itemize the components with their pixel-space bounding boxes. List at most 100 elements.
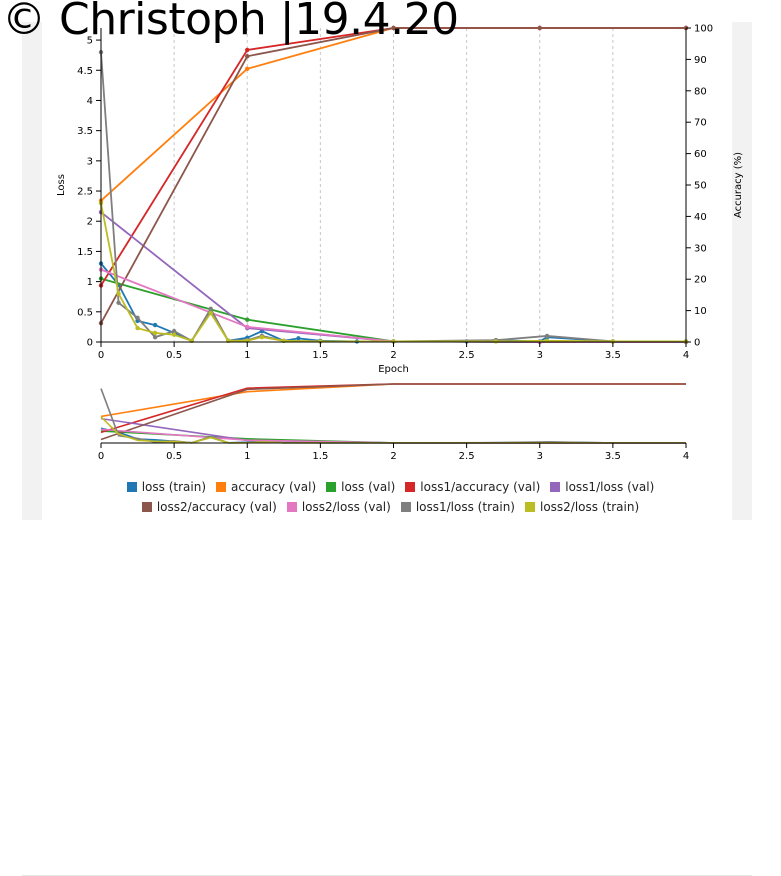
- legend-label: accuracy (val): [231, 480, 317, 494]
- legend-swatch: [326, 482, 337, 492]
- series-point-loss1-loss-train: [208, 306, 213, 311]
- navigator-x-tick-label: 0: [98, 451, 104, 462]
- y-right-tick-label: 10: [694, 306, 707, 317]
- navigator-line-loss2-accuracy-val: [100, 383, 686, 441]
- navigator-line-loss1-loss-train: [100, 388, 686, 444]
- navigator-x-tick-label: 1.5: [312, 451, 328, 462]
- series-point-loss1-loss-train: [152, 334, 158, 340]
- navigator-x-tick-label: 3.5: [605, 451, 621, 462]
- series-point-loss2-accuracy-val: [391, 25, 396, 31]
- legend-item-loss2-loss-train[interactable]: loss2/loss (train): [524, 500, 640, 514]
- y-right-tick-label: 70: [694, 118, 707, 129]
- series-point-loss-train: [152, 322, 158, 328]
- y-left-tick-label: 0.5: [77, 307, 93, 318]
- series-point-loss1-loss-train: [116, 300, 121, 305]
- series-point-loss2-accuracy-val: [537, 25, 542, 31]
- y-right-tick-label: 0: [694, 338, 700, 349]
- y-right-tick-label: 20: [694, 275, 707, 286]
- y-left-tick-label: 4: [87, 96, 93, 107]
- series-point-loss2-loss-val: [245, 324, 250, 330]
- navigator-x-tick-label: 2.5: [459, 451, 475, 462]
- legend-swatch: [216, 482, 227, 492]
- navigator-line-loss1-loss-val: [100, 417, 686, 444]
- x-tick-label: 1: [244, 350, 250, 361]
- navigator-line-accuracy-val: [100, 383, 686, 418]
- legend-item-loss1-accuracy-val[interactable]: loss1/accuracy (val): [405, 480, 540, 494]
- navigator-x-tick-label: 4: [683, 451, 689, 462]
- main-grid: [173, 28, 687, 342]
- legend-item-loss1-loss-val[interactable]: loss1/loss (val): [550, 480, 654, 494]
- series-point-loss2-accuracy-val: [245, 54, 250, 59]
- legend-label: loss1/loss (val): [565, 480, 655, 494]
- legend-label: loss1/accuracy (val): [420, 480, 541, 494]
- navigator-x-tick-label: 2: [390, 451, 396, 462]
- series-point-loss2-loss-train: [116, 291, 121, 296]
- legend-item-loss2-loss-val[interactable]: loss2/loss (val): [286, 500, 391, 514]
- navigator-x-tick-label: 3: [537, 451, 543, 462]
- navigator-line-loss2-loss-train: [100, 416, 686, 444]
- series-point-loss-train: [296, 336, 301, 341]
- series-point-loss2-loss-train: [493, 339, 499, 344]
- y-left-tick-label: 2: [87, 217, 93, 228]
- navigator-line-loss1-accuracy-val: [100, 383, 686, 434]
- navigator-x-tick-label: 0.5: [166, 451, 182, 462]
- series-point-loss2-loss-train: [171, 332, 177, 337]
- x-tick-label: 3.5: [605, 350, 621, 361]
- x-tick-label: 0: [98, 350, 104, 361]
- x-axis-label: Epoch: [378, 364, 409, 375]
- legend-swatch: [524, 502, 535, 512]
- legend-item-loss1-loss-train[interactable]: loss1/loss (train): [400, 500, 515, 514]
- series-point-loss1-loss-train: [544, 333, 550, 339]
- y-right-tick-label: 40: [694, 212, 707, 223]
- legend-item-loss2-accuracy-val[interactable]: loss2/accuracy (val): [141, 500, 277, 514]
- legend-swatch: [286, 502, 297, 512]
- x-tick-label: 2: [390, 350, 396, 361]
- y-left-tick-label: 3.5: [77, 126, 93, 137]
- series-loss2-accuracy-val: [98, 25, 689, 326]
- legend-label: loss1/loss (train): [415, 500, 515, 514]
- legend-row-2: loss2/accuracy (val) loss2/loss (val) loss…: [0, 500, 781, 514]
- legend-swatch: [400, 502, 411, 512]
- y-right-tick-label: 60: [694, 149, 707, 160]
- y-left-tick-label: 3: [87, 156, 93, 167]
- watermark-text: © Christoph |19.4.20: [2, 0, 459, 45]
- navigator-series: [100, 383, 686, 444]
- navigator-x-tick-label: 1: [244, 451, 250, 462]
- legend-label: loss (val): [341, 480, 396, 494]
- series-point-loss1-loss-train: [171, 328, 177, 334]
- main-axes: 0 0.5 1 1.5 2 2.5 3 3.5 400.511.522.533.544.5501…: [56, 24, 744, 376]
- series-point-loss2-loss-train: [208, 310, 213, 316]
- series-point-loss1-loss-train: [135, 315, 140, 321]
- y-axis-label-right: Accuracy (%): [733, 152, 744, 218]
- y-left-tick-label: 1.5: [77, 247, 93, 258]
- y-right-tick-label: 100: [694, 24, 713, 35]
- y-left-tick-label: 0: [87, 338, 93, 349]
- series-point-loss2-loss-train: [259, 334, 265, 340]
- plot-background: [42, 0, 732, 522]
- y-right-tick-label: 30: [694, 243, 707, 254]
- x-tick-label: 2.5: [459, 350, 475, 361]
- y-right-tick-label: 50: [694, 181, 707, 192]
- y-left-tick-label: 1: [87, 277, 93, 288]
- x-tick-label: 4: [683, 350, 689, 361]
- navigator-line-loss-val: [100, 430, 686, 444]
- x-tick-label: 0.5: [166, 350, 182, 361]
- legend-item-loss-train[interactable]: loss (train): [126, 480, 207, 494]
- series-point-loss-val: [245, 317, 250, 322]
- legend-swatch: [126, 482, 137, 492]
- legend-item-accuracy-val[interactable]: accuracy (val): [216, 480, 316, 494]
- series-point-accuracy-val: [245, 66, 250, 72]
- y-left-tick-label: 2.5: [77, 187, 93, 198]
- legend-label: loss (train): [141, 480, 207, 494]
- y-left-tick-label: 4.5: [77, 66, 93, 77]
- series-point-loss2-loss-train: [152, 330, 158, 336]
- legend-row-1: loss (train) accuracy (val) loss (val) loss…: [0, 480, 781, 494]
- legend-label: loss2/loss (train): [539, 500, 640, 514]
- series-line-loss2-loss-train: [100, 202, 686, 343]
- legend-item-loss-val[interactable]: loss (val): [326, 480, 395, 494]
- navigator-axes: 0 0.5 1 1.5 2 2.5 3 3.5 4: [98, 442, 689, 462]
- legend-swatch: [141, 502, 152, 512]
- legend-swatch: [405, 482, 416, 492]
- y-axis-label-left: Loss: [56, 174, 67, 196]
